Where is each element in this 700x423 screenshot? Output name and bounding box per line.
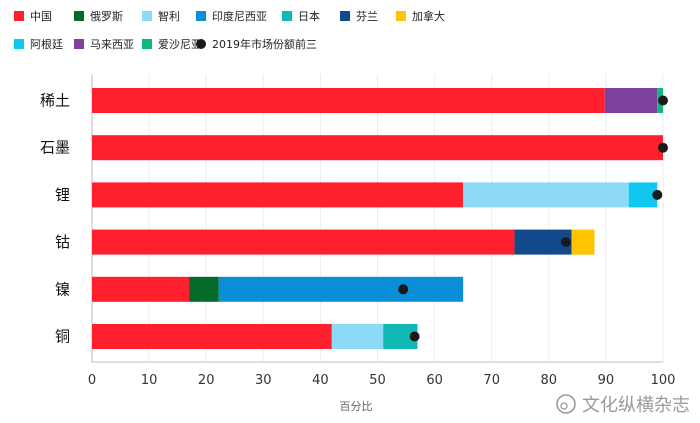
weibo-icon	[556, 394, 576, 414]
legend-label: 印度尼西亚	[212, 9, 267, 23]
bar-segment	[571, 229, 595, 255]
watermark-text: 文化纵横杂志	[582, 395, 690, 416]
legend-label: 日本	[298, 9, 320, 23]
bar-segment	[92, 135, 663, 161]
legend-label: 中国	[30, 10, 52, 23]
bar-segment	[92, 276, 190, 302]
x-tick-label: 0	[88, 373, 96, 388]
legend-label: 俄罗斯	[90, 10, 123, 23]
legend-item: 印度尼西亚	[196, 9, 267, 23]
legend-swatch	[142, 11, 152, 21]
legend-item: 芬兰	[340, 10, 378, 23]
market-share-marker	[658, 142, 668, 153]
legend-label: 爱沙尼亚	[158, 38, 202, 51]
market-share-marker	[398, 284, 409, 295]
category-label: 锂	[55, 186, 70, 204]
legend-item: 马来西亚	[74, 38, 134, 51]
bar-segment	[92, 182, 464, 208]
x-tick-label: 100	[651, 373, 676, 388]
watermark: 文化纵横杂志	[556, 394, 690, 416]
x-tick-label: 40	[312, 373, 329, 388]
market-share-marker	[560, 237, 571, 248]
x-tick-label: 30	[255, 373, 272, 388]
legend-swatch	[14, 39, 24, 49]
bar-segment	[463, 182, 629, 208]
legend-item: 日本	[282, 9, 320, 23]
x-tick-label: 10	[141, 373, 158, 388]
category-label: 镍	[55, 280, 70, 298]
grid	[91, 74, 664, 362]
legend-swatch	[340, 11, 350, 21]
legend-swatch	[74, 11, 84, 21]
markers	[398, 95, 668, 342]
legend-item: 中国	[14, 10, 52, 23]
legend-label: 加拿大	[412, 9, 445, 23]
bar-segment	[604, 88, 658, 113]
legend-label: 芬兰	[356, 10, 378, 23]
category-label: 钴	[55, 233, 70, 251]
legend-swatch	[196, 11, 206, 21]
legend-item: 加拿大	[396, 9, 445, 23]
legend-swatch	[142, 39, 152, 49]
legend-swatch	[396, 11, 406, 21]
legend-swatch	[74, 39, 84, 49]
legend-swatch	[282, 11, 292, 21]
legend-item: 俄罗斯	[74, 10, 123, 23]
legend-label: 阿根廷	[30, 37, 63, 51]
x-axis: 0 10 20 30 40 50 60 70 80 90 100	[88, 361, 676, 388]
bar-segment	[92, 229, 515, 255]
market-share-marker	[409, 331, 420, 342]
x-tick-label: 50	[369, 373, 386, 388]
bar-segment	[92, 324, 332, 349]
x-tick-label: 60	[426, 373, 443, 388]
bar-segment	[189, 276, 219, 302]
legend-item: 2019年市场份额前三	[196, 37, 317, 51]
category-label: 铜	[55, 328, 70, 346]
market-share-marker	[652, 189, 663, 200]
legend-item: 智利	[142, 9, 180, 23]
category-label: 稀土	[40, 92, 70, 110]
legend-item: 爱沙尼亚	[142, 38, 202, 51]
legend-label: 马来西亚	[90, 38, 134, 51]
weibo-icon-dot	[560, 402, 568, 410]
bar-segment	[218, 276, 464, 302]
legend-swatch	[14, 11, 24, 21]
bar-segment	[92, 88, 605, 113]
market-share-marker	[658, 95, 668, 106]
x-axis-label: 百分比	[340, 400, 373, 413]
x-tick-label: 90	[598, 373, 615, 388]
category-label: 石墨	[40, 139, 70, 157]
legend-label: 2019年市场份额前三	[212, 37, 317, 51]
bars	[92, 88, 663, 349]
bar-segment	[331, 324, 384, 349]
x-tick-label: 80	[541, 373, 558, 388]
legend-marker	[196, 39, 206, 49]
legend-item: 阿根廷	[14, 37, 63, 51]
x-tick-label: 70	[483, 373, 500, 388]
x-tick-label: 20	[198, 373, 215, 388]
legend-label: 智利	[158, 9, 180, 23]
